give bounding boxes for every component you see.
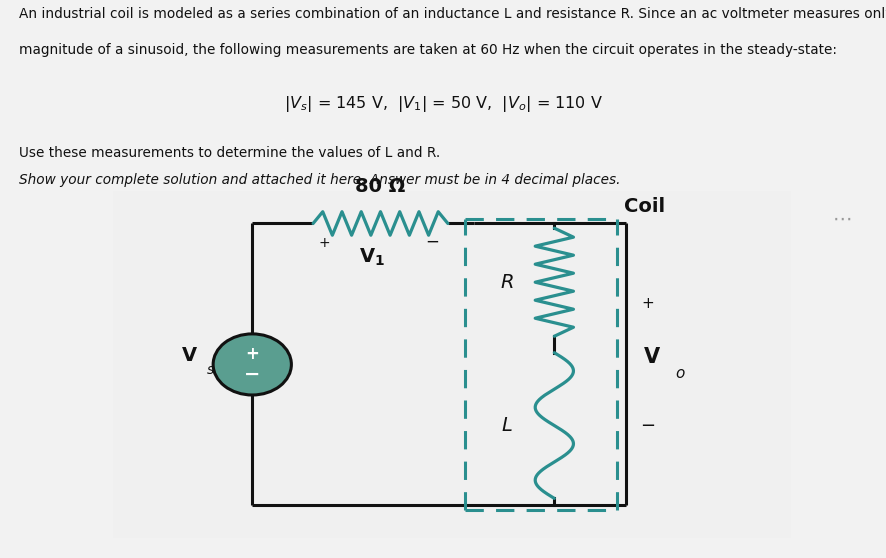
Text: $\mathbf{V}$: $\mathbf{V}$ [181, 347, 198, 365]
Text: $R$: $R$ [499, 273, 513, 292]
Text: magnitude of a sinusoid, the following measurements are taken at 60 Hz when the : magnitude of a sinusoid, the following m… [19, 43, 836, 57]
FancyBboxPatch shape [113, 191, 790, 538]
Ellipse shape [213, 334, 291, 395]
Text: Use these measurements to determine the values of L and R.: Use these measurements to determine the … [19, 146, 440, 160]
Text: +: + [641, 296, 653, 311]
Text: +: + [245, 345, 259, 363]
Text: $s$: $s$ [206, 363, 214, 377]
Text: $|V_s|$ = 145 V,  $|V_1|$ = 50 V,  $|V_o|$ = 110 V: $|V_s|$ = 145 V, $|V_1|$ = 50 V, $|V_o|$… [284, 94, 602, 114]
Text: An industrial coil is modeled as a series combination of an inductance L and res: An industrial coil is modeled as a serie… [19, 7, 886, 21]
Text: $\mathbf{V_1}$: $\mathbf{V_1}$ [359, 247, 385, 268]
Text: −: − [425, 232, 439, 251]
Text: 80 Ω: 80 Ω [355, 177, 405, 196]
Text: $\mathbf{V}$: $\mathbf{V}$ [642, 348, 660, 367]
Text: −: − [640, 416, 655, 435]
Text: $L$: $L$ [500, 416, 512, 435]
Text: +: + [318, 236, 330, 250]
Text: Show your complete solution and attached it here. Answer must be in 4 decimal pl: Show your complete solution and attached… [19, 173, 620, 187]
Text: ⋯: ⋯ [832, 209, 851, 228]
Text: $o$: $o$ [675, 367, 686, 381]
Text: Coil: Coil [624, 198, 664, 217]
Text: −: − [244, 365, 260, 384]
